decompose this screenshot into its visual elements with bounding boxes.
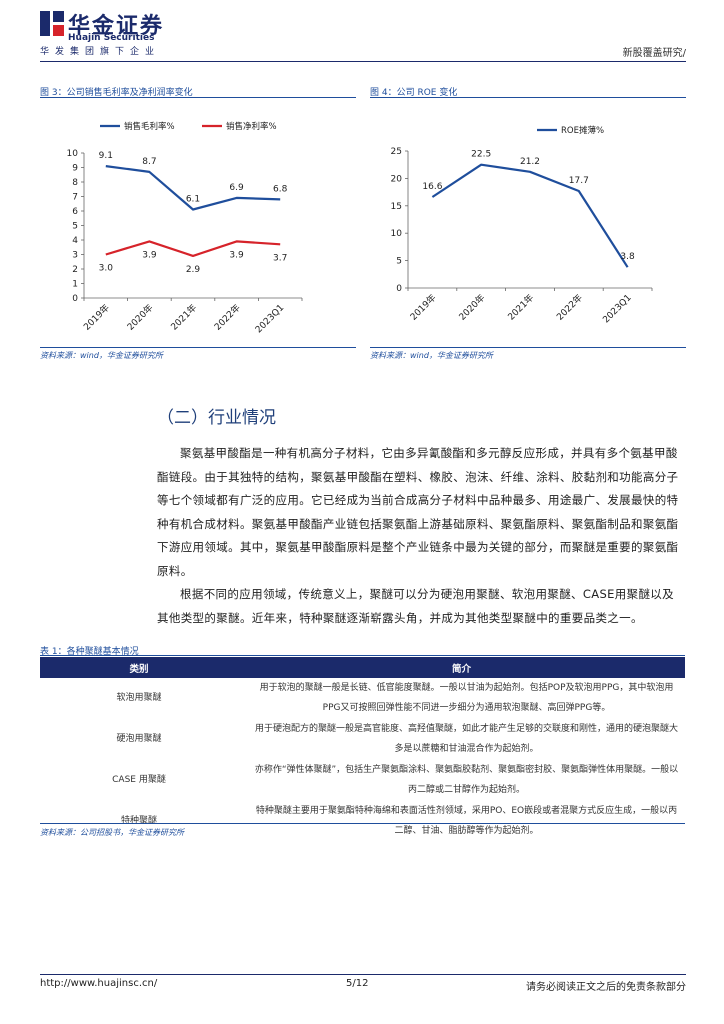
data-label: 21.2 [520,157,540,167]
figure3-title: 图 3：公司销售毛利率及净利润率变化 [40,88,193,98]
footer-divider [40,974,686,975]
y-tick-label: 4 [72,236,78,246]
y-tick-label: 6 [72,207,78,217]
y-tick-label: 0 [396,284,402,294]
x-tick-label: 2020年 [124,302,155,333]
cell-description: 用于硬泡配方的聚醚一般是高官能度、高羟值聚醚，如此才能产生足够的交联度和刚性，通… [254,724,678,754]
x-tick-label: 2023Q1 [254,303,286,335]
y-tick-label: 2 [72,265,78,275]
polyether-table: 类别 简介 软泡用聚醚 用于软泡的聚醚一般是长链、低官能度聚醚。一般以甘油为起始… [40,657,685,842]
figure4-source-rule [370,347,686,348]
group-tagline: 华发集团旗下企业 [40,47,161,57]
y-tick-label: 15 [391,202,402,212]
x-tick-label: 2022年 [212,302,243,333]
data-label: 22.5 [471,150,491,160]
legend-label: ROE摊薄% [561,125,604,136]
footer-url-link[interactable]: http://www.huajinsc.cn/ [40,978,158,989]
section-title: （二）行业情况 [157,408,276,428]
table-row: 硬泡用聚醚 用于硬泡配方的聚醚一般是高官能度、高羟值聚醚，如此才能产生足够的交联… [40,719,685,760]
y-tick-label: 25 [391,147,402,157]
header-divider [40,61,686,62]
data-label: 3.0 [99,264,114,274]
data-label: 16.6 [422,182,442,192]
legend-label: 销售净利率% [226,121,277,132]
y-tick-label: 1 [72,280,78,290]
y-tick-label: 5 [72,222,78,232]
data-label: 8.7 [142,157,156,167]
cell-category: 软泡用聚醚 [116,692,162,703]
table-row: CASE 用聚醚 亦称作“弹性体聚醚”，包括生产聚氨酯涂料、聚氨酯胶黏剂、聚氨酯… [40,760,685,801]
x-tick-label: 2019年 [81,302,112,333]
series-line-1 [105,240,281,257]
margin-chart: 0 1 2 3 4 5 6 7 8 9 10 2019年 2020年 2021年 2022年 2023Q1 销售… [67,121,303,335]
roe-chart: 0 5 10 15 20 25 2019年 2020年 2021年 2022年 2023Q1 ROE摊… [391,125,653,325]
report-type: 新股覆盖研究/ [622,48,686,59]
y-tick-label: 0 [72,294,78,304]
paragraph-polyether-types: 根据不同的应用领域，传统意义上，聚醚可以分为硬泡用聚醚、软泡用聚醚、CASE用聚… [157,587,675,625]
figure4-title-rule [370,97,686,98]
logo-chinese-name: 华金证券 [68,14,165,39]
data-label: 3.9 [229,250,244,260]
x-tick-label: 2022年 [554,292,585,323]
figure3-source-rule [40,347,356,348]
legend-label: 销售毛利率% [124,121,175,132]
table-bottom-rule [40,823,685,824]
y-tick-label: 5 [396,257,402,267]
table-source: 资料来源：公司招股书，华金证券研究所 [40,828,184,837]
cell-category: 特种聚醚 [120,815,157,826]
table-title: 表 1：各种聚醚基本情况 [40,647,139,657]
data-label: 2.9 [186,265,201,275]
figure3-title-rule [40,97,356,98]
page-number: 5/12 [346,978,369,989]
figure4-title: 图 4：公司 ROE 变化 [370,88,458,98]
y-tick-label: 9 [72,164,78,174]
x-tick-label: 2021年 [168,302,199,333]
column-header-category: 类别 [40,657,238,678]
x-tick-label: 2020年 [456,292,487,323]
table-title-rule [40,655,685,656]
data-label: 3.8 [620,252,635,262]
cell-description: 亦称作“弹性体聚醚”，包括生产聚氨酯涂料、聚氨酯胶黏剂、聚氨酯密封胶、聚氨酯弹性… [254,765,679,795]
data-label: 3.9 [142,250,157,260]
figure3-source: 资料来源：wind，华金证券研究所 [40,351,163,360]
column-header-description: 简介 [238,657,685,678]
y-tick-label: 20 [391,174,403,184]
data-label: 6.9 [229,183,244,193]
data-label: 3.7 [273,253,287,263]
cell-category: 硬泡用聚醚 [116,733,162,744]
x-tick-label: 2019年 [407,292,438,323]
data-label: 17.7 [569,176,589,186]
series-line-0 [105,165,281,211]
y-tick-label: 10 [67,149,79,159]
x-tick-label: 2023Q1 [601,293,633,325]
paragraph-industry-overview: 聚氨基甲酸酯是一种有机高分子材料，它由多异氰酸酯和多元醇反应形成，并具有多个氨基… [157,446,679,578]
data-label: 9.1 [99,151,113,161]
y-tick-label: 7 [72,193,78,203]
series-line-0 [431,163,629,268]
cell-description: 用于软泡的聚醚一般是长链、低官能度聚醚。一般以甘油为起始剂。包括POP及软泡用P… [259,683,674,713]
y-tick-label: 10 [391,229,403,239]
cell-category: CASE 用聚醚 [112,774,166,785]
logo-english-name: Huajin Securities [68,33,155,43]
data-label: 6.8 [273,184,288,194]
x-tick-label: 2021年 [505,292,536,323]
table-row: 软泡用聚醚 用于软泡的聚醚一般是长链、低官能度聚醚。一般以甘油为起始剂。包括PO… [40,678,685,719]
table-row: 特种聚醚 特种聚醚主要用于聚氨酯特种海绵和表面活性剂领域，采用PO、EO嵌段或者… [40,801,685,842]
cell-description: 特种聚醚主要用于聚氨酯特种海绵和表面活性剂领域，采用PO、EO嵌段或者混聚方式反… [255,806,678,836]
figure4-source: 资料来源：wind，华金证券研究所 [370,351,493,360]
y-tick-label: 8 [72,178,78,188]
data-label: 6.1 [186,195,200,205]
huajin-logo-icon [40,11,64,36]
table-header-row: 类别 简介 [40,657,685,678]
y-tick-label: 3 [72,251,78,261]
footer-disclaimer: 请务必阅读正文之后的免责条款部分 [526,982,686,993]
